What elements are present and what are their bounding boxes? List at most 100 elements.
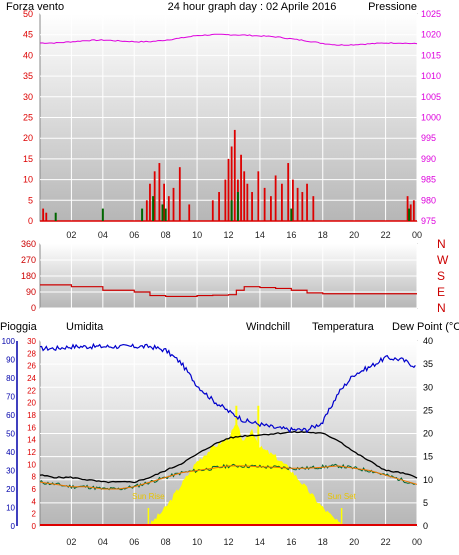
rain-y-tick: 14	[27, 436, 36, 445]
wind-bar	[172, 187, 175, 221]
wind-bar	[246, 183, 249, 221]
wind-bar	[296, 187, 299, 221]
temperature-y-tick: 35	[423, 359, 433, 369]
pressure-y-tick: 1000	[421, 113, 441, 123]
humidity-y-tick: 60	[6, 411, 15, 420]
wind-bar	[251, 192, 253, 221]
x-tick-label: 04	[98, 230, 108, 240]
rain-y-tick: 16	[27, 423, 36, 432]
wind-bar	[230, 146, 233, 221]
wind-bar	[274, 175, 277, 221]
x-tick-label: 14	[255, 537, 265, 547]
wind-bar	[257, 171, 260, 221]
wind-bar	[218, 192, 220, 221]
rain-y-tick: 22	[27, 386, 36, 395]
temperature-y-tick: 10	[423, 475, 433, 485]
legend-temperature: Temperatura	[312, 321, 375, 333]
wind-bar	[233, 129, 236, 221]
x-tick-label: 08	[161, 230, 171, 240]
wind-y-tick: 40	[23, 50, 33, 60]
wind-pressure-panel: 0510152025303540455097598098599099510001…	[23, 9, 441, 240]
windchill-line	[39, 465, 418, 490]
pressure-line	[39, 33, 418, 46]
sunrise-label: Sun Rise	[132, 492, 165, 501]
wind-bar	[263, 187, 266, 221]
pressure-y-tick: 975	[421, 216, 436, 226]
temperature-y-tick: 5	[423, 498, 428, 508]
wind-y-tick: 35	[23, 71, 33, 81]
wind-bar	[167, 196, 170, 221]
wind-bar	[227, 158, 230, 221]
wind-bar	[149, 183, 151, 221]
rain-y-tick: 18	[27, 411, 36, 420]
temperature-y-tick: 40	[423, 336, 433, 346]
pressure-y-tick: 1015	[421, 50, 441, 60]
wind-bar	[412, 200, 415, 221]
humidity-y-tick: 10	[6, 504, 15, 513]
wind-y-tick: 45	[23, 30, 33, 40]
rain-y-tick: 0	[32, 522, 37, 531]
rain-y-tick: 4	[32, 497, 37, 506]
pressure-y-tick: 1020	[421, 30, 441, 40]
gust-bar	[161, 204, 164, 221]
wind-y-tick: 20	[23, 133, 33, 143]
temperature-y-tick: 15	[423, 452, 433, 462]
rain-y-tick: 12	[27, 448, 36, 457]
gust-bar	[101, 208, 104, 221]
wind-bar	[42, 208, 45, 221]
x-tick-label: 18	[318, 230, 328, 240]
direction-y-tick: 90	[26, 287, 36, 297]
wind-bar	[406, 196, 409, 221]
x-tick-label: 06	[129, 230, 139, 240]
x-tick-label: 12	[223, 537, 233, 547]
rain-y-tick: 30	[27, 337, 36, 346]
rain-y-tick: 8	[32, 473, 37, 482]
wind-bar	[243, 171, 246, 221]
wind-y-tick: 50	[23, 9, 33, 19]
gust-bar	[236, 192, 239, 221]
gust-bar	[54, 212, 57, 221]
wind-y-tick: 25	[23, 113, 33, 123]
x-tick-label: 08	[161, 537, 171, 547]
wind-y-tick: 30	[23, 92, 33, 102]
wind-bar	[301, 192, 304, 221]
humidity-y-tick: 40	[6, 448, 15, 457]
pressure-axis-title: Pressione	[368, 1, 417, 13]
x-tick-label: 14	[255, 230, 265, 240]
humidity-y-tick: 20	[6, 485, 15, 494]
wind-bar	[163, 183, 165, 221]
x-tick-label: 00	[412, 537, 422, 547]
direction-y-tick: 360	[21, 239, 36, 249]
solar-area	[148, 423, 342, 526]
rain-y-tick: 20	[27, 399, 36, 408]
solar-spike	[257, 405, 260, 526]
temperature-y-tick: 25	[423, 405, 433, 415]
legend-rain: Pioggia	[0, 321, 38, 333]
temperature-line	[39, 430, 418, 484]
x-tick-label: 16	[286, 230, 296, 240]
pressure-y-tick: 1025	[421, 9, 441, 19]
compass-label: N	[437, 301, 446, 315]
rain-y-tick: 24	[27, 374, 36, 383]
rain-baseline	[40, 524, 417, 526]
temperature-humidity-panel: 0102030405060708090100024681012141618202…	[2, 336, 433, 547]
legend: Pioggia Umidita Windchill Temperatura De…	[0, 321, 459, 333]
wind-bar	[287, 163, 290, 221]
rain-y-tick: 10	[27, 460, 36, 469]
graph-title: 24 hour graph day : 02 Aprile 2016	[168, 1, 337, 13]
gust-bar	[408, 208, 411, 221]
gust-bar	[164, 208, 167, 221]
temperature-y-tick: 0	[423, 521, 428, 531]
wind-bar	[292, 179, 294, 221]
wind-bar	[240, 154, 242, 221]
gust-bar	[141, 208, 144, 221]
wind-bar	[145, 200, 148, 221]
x-tick-label: 20	[349, 537, 359, 547]
temperature-y-tick: 20	[423, 429, 433, 439]
rain-y-tick: 2	[32, 510, 37, 519]
x-tick-label: 12	[223, 230, 233, 240]
wind-y-tick: 5	[28, 195, 33, 205]
rain-y-tick: 26	[27, 362, 36, 371]
humidity-y-tick: 80	[6, 374, 15, 383]
